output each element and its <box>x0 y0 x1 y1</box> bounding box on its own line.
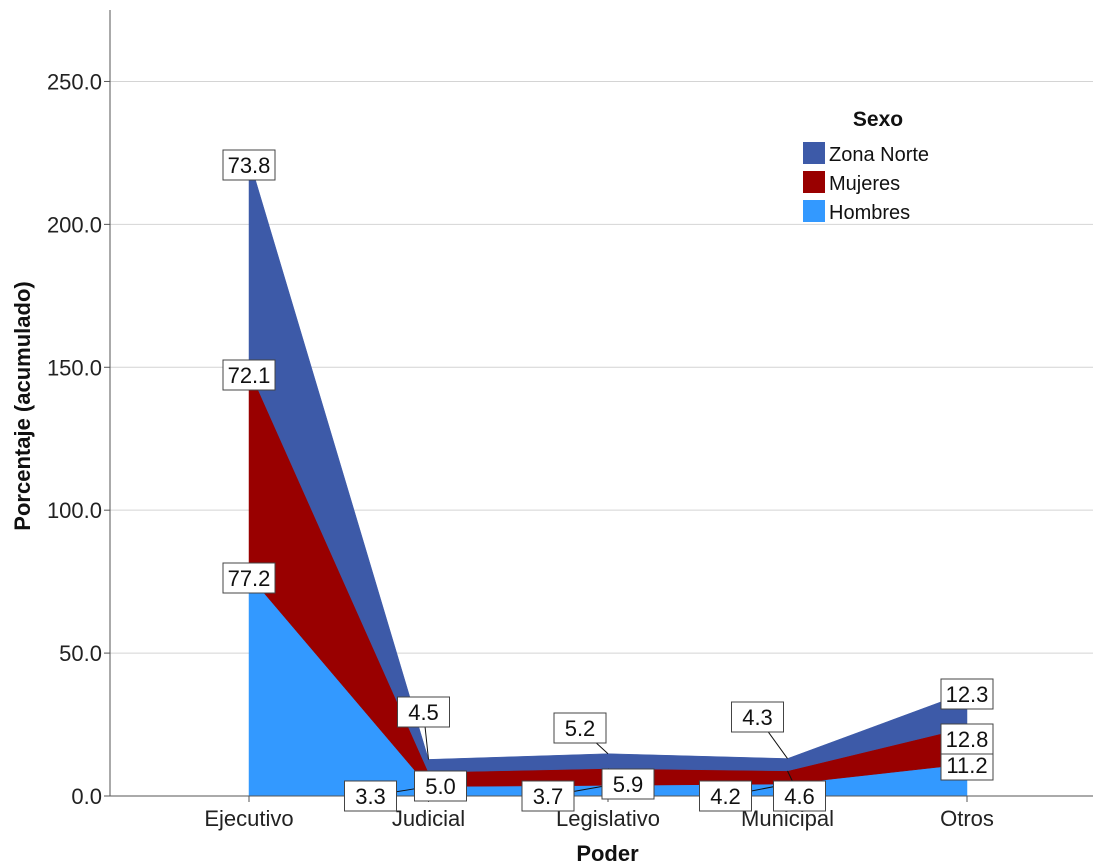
y-tick-label: 100.0 <box>47 498 102 523</box>
data-label-mujeres-municipal: 4.6 <box>773 770 826 812</box>
legend-swatch <box>803 200 825 222</box>
label-box <box>773 780 826 812</box>
label-box <box>414 770 467 802</box>
legend-title: Sexo <box>853 108 903 131</box>
data-label-zona-norte-judicial: 4.5 <box>397 696 450 760</box>
label-box <box>222 359 276 391</box>
label-box <box>731 701 784 733</box>
label-box <box>397 696 450 728</box>
x-axis-title: Poder <box>576 841 639 865</box>
legend-label: Mujeres <box>829 173 900 195</box>
label-text: 5.9 <box>613 772 644 797</box>
data-label-hombres-municipal: 4.2 <box>699 780 788 812</box>
data-label-hombres-ejecutivo: 77.2 <box>222 562 276 594</box>
data-label-zona-norte-legislativo: 5.2 <box>553 712 609 755</box>
label-text: 11.2 <box>946 753 987 778</box>
y-tick-label: 200.0 <box>47 212 102 237</box>
label-text: 12.8 <box>946 727 989 752</box>
data-label-zona-norte-ejecutivo: 73.8 <box>222 149 276 181</box>
y-tick-label: 150.0 <box>47 355 102 380</box>
data-label-zona-norte-otros: 12.3 <box>940 678 994 710</box>
legend-label: Hombres <box>829 202 910 224</box>
label-text: 4.5 <box>408 700 439 725</box>
data-label-zona-norte-municipal: 4.3 <box>731 701 788 759</box>
legend-swatch <box>803 142 825 164</box>
label-box <box>344 780 397 812</box>
label-text: 73.8 <box>228 153 271 178</box>
label-text: 5.0 <box>425 774 456 799</box>
label-text: 4.2 <box>710 784 741 809</box>
label-text: 77.2 <box>228 566 271 591</box>
axes: 0.0 50.0 100.0 150.0 200.0 250.0 Ejecutivo Judi… <box>10 10 1093 865</box>
label-box <box>940 723 994 755</box>
data-label-mujeres-ejecutivo: 72.1 <box>222 359 276 391</box>
x-tick-label-otros: Otros <box>940 806 994 831</box>
label-text: 3.7 <box>533 784 564 809</box>
label-box <box>553 712 607 744</box>
x-tick-label-judicial: Judicial <box>392 806 465 831</box>
label-box <box>940 678 994 710</box>
label-text: 72.1 <box>228 363 271 388</box>
label-text: 5.2 <box>565 716 596 741</box>
legend: Sexo Zona Norte Mujeres Hombres <box>803 108 929 224</box>
data-labels: 77.2 3.3 3.7 4.2 11.2 72.1 5.0 5.9 4.6 12.8 73.8 4.… <box>222 149 994 812</box>
data-label-hombres-legislativo: 3.7 <box>521 780 609 812</box>
legend-label: Zona Norte <box>829 144 929 166</box>
label-box <box>601 768 655 800</box>
x-tick-label-ejecutivo: Ejecutivo <box>204 806 293 831</box>
data-label-hombres-judicial: 3.3 <box>344 780 429 812</box>
y-tick-label: 50.0 <box>59 641 102 666</box>
area-series <box>248 158 968 797</box>
legend-item-mujeres: Mujeres <box>803 171 900 195</box>
legend-item-hombres: Hombres <box>803 200 910 224</box>
label-text: 4.3 <box>742 705 773 730</box>
y-axis-title: Porcentaje (acumulado) <box>10 281 35 530</box>
data-label-hombres-otros: 11.2 <box>940 749 994 781</box>
legend-swatch <box>803 171 825 193</box>
data-label-mujeres-judicial: 5.0 <box>414 770 467 802</box>
y-tick-label: 0.0 <box>71 784 102 809</box>
label-box <box>222 562 276 594</box>
data-label-mujeres-otros: 12.8 <box>940 723 994 755</box>
legend-item-zona-norte: Zona Norte <box>803 142 929 166</box>
label-box <box>521 780 575 812</box>
data-label-mujeres-legislativo: 5.9 <box>601 768 655 800</box>
y-tick-label: 250.0 <box>47 69 102 94</box>
label-text: 4.6 <box>784 784 815 809</box>
label-text: 3.3 <box>355 784 386 809</box>
label-box <box>222 149 276 181</box>
label-box <box>940 749 994 781</box>
label-text: 12.3 <box>946 682 989 707</box>
label-box <box>699 780 752 812</box>
